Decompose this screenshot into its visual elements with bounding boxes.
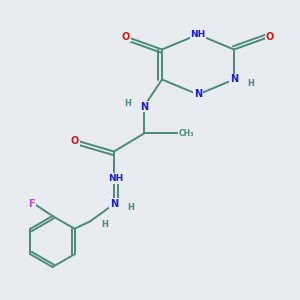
Text: H: H bbox=[102, 220, 108, 229]
Text: N: N bbox=[110, 199, 118, 209]
Text: F: F bbox=[28, 199, 35, 209]
Text: NH: NH bbox=[190, 30, 206, 39]
Text: O: O bbox=[122, 32, 130, 42]
Text: H: H bbox=[124, 99, 131, 108]
Text: H: H bbox=[127, 202, 134, 211]
Text: N: N bbox=[140, 101, 148, 112]
Text: H: H bbox=[247, 80, 254, 88]
Text: N: N bbox=[194, 89, 202, 100]
Text: NH: NH bbox=[108, 174, 123, 183]
Text: O: O bbox=[71, 136, 79, 146]
Text: N: N bbox=[230, 74, 238, 85]
Text: O: O bbox=[266, 32, 274, 42]
Text: CH₃: CH₃ bbox=[178, 129, 194, 138]
